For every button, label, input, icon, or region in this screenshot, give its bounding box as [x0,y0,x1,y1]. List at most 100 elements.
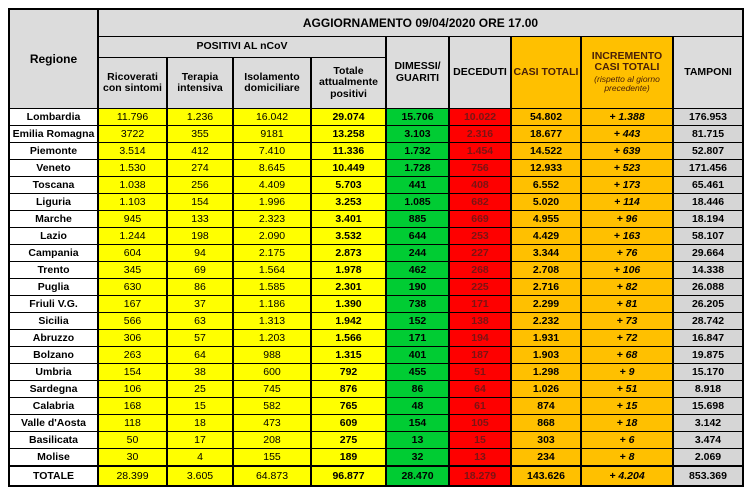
value-cell: 853.369 [671,465,745,487]
table-row: Toscana 1.038 256 4.409 5.703 441 408 6.552 + 17… [8,176,745,194]
value-cell: 94 [166,244,234,262]
value-cell: 1.732 [385,142,450,160]
value-cell: 15.698 [671,397,745,415]
value-cell: 171 [385,329,450,347]
value-cell: 9181 [232,125,312,143]
value-cell: 16.847 [671,329,745,347]
value-cell: 1.530 [97,159,168,177]
region-cell: Puglia [8,278,99,296]
value-cell: 669 [448,210,512,228]
value-cell: 13.258 [310,125,387,143]
column-header-regione: Regione [8,8,99,109]
value-cell: 81.715 [671,125,745,143]
value-cell: 10.449 [310,159,387,177]
value-cell: 7.410 [232,142,312,160]
table-row: Calabria 168 15 582 765 48 61 874 + 15 15.698 [8,397,745,415]
value-cell: 3.142 [671,414,745,432]
value-cell: + 68 [580,346,674,364]
value-cell: + 81 [580,295,674,313]
value-cell: 455 [385,363,450,381]
value-cell: 1.038 [97,176,168,194]
table-row: Trento 345 69 1.564 1.978 462 268 2.708 + 106 14.… [8,261,745,279]
value-cell: 118 [97,414,168,432]
value-cell: 194 [448,329,512,347]
value-cell: + 6 [580,431,674,449]
value-cell: 30 [97,448,168,467]
value-cell: 4.409 [232,176,312,194]
value-cell: 26.088 [671,278,745,296]
value-cell: 3.253 [310,193,387,211]
value-cell: 874 [510,397,582,415]
value-cell: 345 [97,261,168,279]
value-cell: 57 [166,329,234,347]
value-cell: 473 [232,414,312,432]
table-row: Abruzzo 306 57 1.203 1.566 171 194 1.931 + 72 16.… [8,329,745,347]
value-cell: 275 [310,431,387,449]
value-cell: 1.203 [232,329,312,347]
value-cell: 12.933 [510,159,582,177]
value-cell: 3.514 [97,142,168,160]
value-cell: 14.338 [671,261,745,279]
region-cell: Marche [8,210,99,228]
value-cell: 1.903 [510,346,582,364]
value-cell: 885 [385,210,450,228]
value-cell: 1.931 [510,329,582,347]
region-cell: Abruzzo [8,329,99,347]
value-cell: 401 [385,346,450,364]
value-cell: 2.301 [310,278,387,296]
value-cell: + 15 [580,397,674,415]
value-cell: 154 [97,363,168,381]
value-cell: 2.175 [232,244,312,262]
value-cell: 168 [97,397,168,415]
column-header-tamponi: TAMPONI [671,36,745,109]
value-cell: 10.022 [448,108,512,126]
table-row: Campania 604 94 2.175 2.873 244 227 3.344 + 76 29… [8,244,745,262]
value-cell: 876 [310,380,387,398]
table-row: Marche 945 133 2.323 3.401 885 669 4.955 + 96 18.… [8,210,745,228]
value-cell: 133 [166,210,234,228]
value-cell: 1.942 [310,312,387,330]
value-cell: 64.873 [232,465,312,487]
value-cell: + 639 [580,142,674,160]
value-cell: 65.461 [671,176,745,194]
value-cell: 64 [166,346,234,364]
value-cell: + 8 [580,448,674,467]
value-cell: 1.996 [232,193,312,211]
value-cell: 18 [166,414,234,432]
value-cell: 4 [166,448,234,467]
value-cell: 6.552 [510,176,582,194]
value-cell: 4.955 [510,210,582,228]
region-cell: Bolzano [8,346,99,364]
incremento-label: INCREMENTO CASI TOTALI [591,49,663,74]
value-cell: + 18 [580,414,674,432]
table-row: Liguria 1.103 154 1.996 3.253 1.085 682 5.020 + … [8,193,745,211]
value-cell: 1.085 [385,193,450,211]
value-cell: 58.107 [671,227,745,245]
value-cell: 15 [448,431,512,449]
value-cell: 18.194 [671,210,745,228]
value-cell: 28.742 [671,312,745,330]
value-cell: 582 [232,397,312,415]
value-cell: 3.344 [510,244,582,262]
value-cell: 1.585 [232,278,312,296]
value-cell: 2.323 [232,210,312,228]
value-cell: 1.186 [232,295,312,313]
value-cell: 988 [232,346,312,364]
value-cell: 1.103 [97,193,168,211]
value-cell: 29.074 [310,108,387,126]
value-cell: 3722 [97,125,168,143]
value-cell: + 73 [580,312,674,330]
value-cell: 176.953 [671,108,745,126]
table-row: Basilicata 50 17 208 275 13 15 303 + 6 3.474 [8,431,745,449]
value-cell: 355 [166,125,234,143]
value-cell: 1.298 [510,363,582,381]
value-cell: + 76 [580,244,674,262]
value-cell: 154 [385,414,450,432]
region-cell: Valle d'Aosta [8,414,99,432]
value-cell: 2.090 [232,227,312,245]
region-cell: Friuli V.G. [8,295,99,313]
region-cell: Campania [8,244,99,262]
value-cell: 19.875 [671,346,745,364]
region-cell: Sardegna [8,380,99,398]
